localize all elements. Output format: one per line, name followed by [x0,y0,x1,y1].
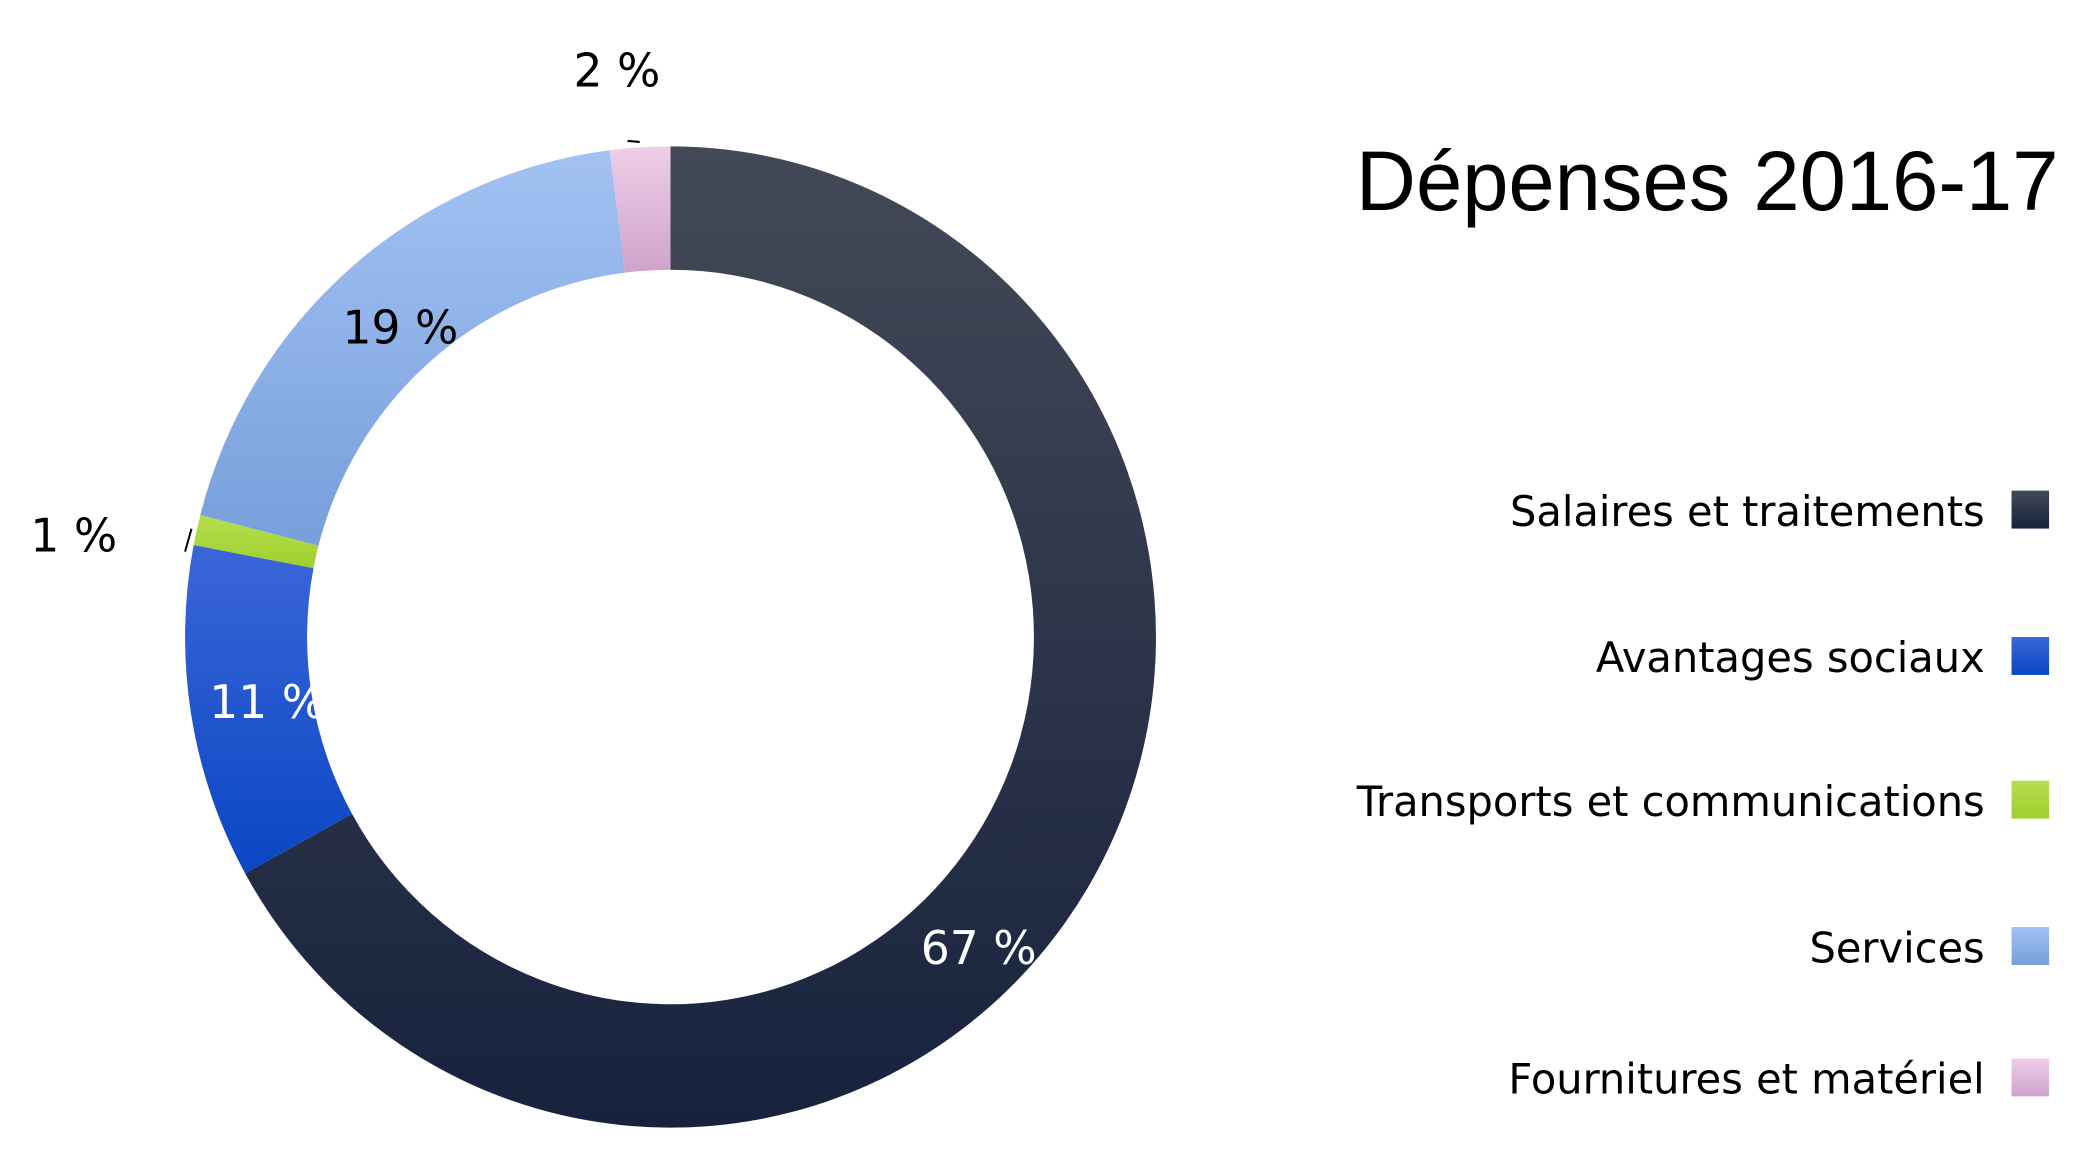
legend-label-1: Avantages sociaux [1596,633,1985,682]
leader-line-2 [184,528,193,552]
legend-label-3: Services [1809,923,1984,972]
data-label-0: 67 % [921,921,1037,975]
legend: Salaires et traitements Avantages sociaux… [1356,487,2050,1104]
legend-label-4: Fournitures et matériel [1508,1055,1984,1104]
data-label-2: 1 % [30,508,117,562]
legend-swatch-0 [2011,490,2050,529]
slices [185,146,1156,1128]
slice-2 [193,514,319,569]
data-label-1: 11 % [209,675,325,729]
slice-1 [185,545,353,874]
legend-swatch-4 [2011,1058,2050,1097]
slice-4 [609,146,671,273]
legend-label-2: Transports et communications [1356,777,1985,826]
data-label-4: 2 % [573,44,660,98]
legend-swatch-3 [2011,927,2050,965]
legend-label-0: Salaires et traitements [1510,487,1985,536]
leader-lines [184,139,640,552]
data-label-3: 19 % [343,300,459,354]
chart-title: Dépenses 2016-17 [1356,134,2059,228]
slice-3 [200,150,625,546]
data-labels: 67 % 11 % 1 % 19 % 2 % [30,44,1036,975]
legend-swatch-2 [2011,780,2050,819]
leader-line-4 [627,139,640,143]
legend-swatch-1 [2011,636,2050,675]
